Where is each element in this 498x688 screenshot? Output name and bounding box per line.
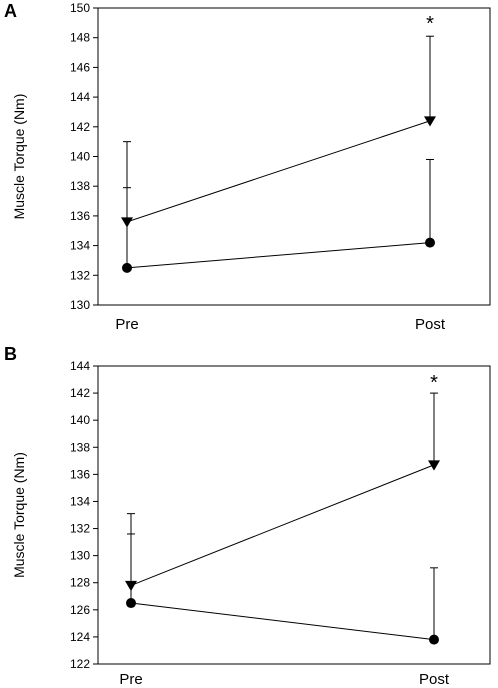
- y-tick-label: 142: [70, 120, 90, 134]
- x-category-label: Pre: [119, 671, 142, 688]
- y-tick-label: 142: [70, 386, 90, 400]
- y-tick-label: 128: [70, 576, 90, 590]
- y-tick-label: 144: [70, 359, 90, 373]
- data-point: [428, 460, 440, 471]
- y-tick-label: 136: [70, 209, 90, 223]
- data-point: [126, 598, 136, 609]
- x-category-label: Post: [419, 671, 450, 688]
- series-line: [130, 602, 435, 641]
- y-tick-label: 140: [70, 413, 90, 427]
- y-tick-label: 130: [70, 298, 90, 312]
- x-category-label: Pre: [115, 316, 138, 333]
- plot-frame: [97, 365, 491, 665]
- significance-marker: *: [426, 13, 434, 35]
- y-tick-label: 124: [70, 630, 90, 644]
- y-tick-label: 144: [70, 90, 90, 104]
- y-axis: 122 124 126 128 130 132 134 136 138 140 142 144: [70, 359, 98, 671]
- y-tick-label: 134: [70, 494, 90, 508]
- y-tick-label: 126: [70, 603, 90, 617]
- panel-b: B 122 124 126 128 130 132 134 136 138 140 142 144 P…: [4, 344, 491, 688]
- series-line: [130, 464, 435, 586]
- y-tick-label: 140: [70, 150, 90, 164]
- y-axis: 130 132 134 136 138 140 142 144 146 148 150: [70, 1, 98, 312]
- data-point: [122, 262, 132, 273]
- series-circle: [122, 158, 435, 273]
- plot-area: [125, 392, 440, 645]
- data-point: [425, 237, 435, 248]
- x-axis: Pre Post: [115, 316, 446, 333]
- y-tick-label: 132: [70, 522, 90, 536]
- y-axis-title: Muscle Torque (Nm): [11, 94, 27, 220]
- panel-label: B: [4, 344, 17, 364]
- y-tick-label: 130: [70, 549, 90, 563]
- series-circle: [126, 513, 439, 645]
- plot-frame: [97, 7, 491, 306]
- data-point: [429, 634, 439, 645]
- series-line: [126, 242, 431, 269]
- significance-marker: *: [430, 372, 438, 394]
- y-tick-label: 122: [70, 657, 90, 671]
- series-triangle-down: [125, 392, 440, 592]
- plot-area: [121, 35, 436, 273]
- series-line: [126, 120, 431, 223]
- panel-label: A: [4, 1, 17, 21]
- x-axis: Pre Post: [119, 671, 450, 688]
- series-triangle-down: [121, 35, 436, 228]
- x-category-label: Post: [415, 316, 446, 333]
- y-tick-label: 136: [70, 467, 90, 481]
- y-tick-label: 148: [70, 31, 90, 45]
- y-axis-title: Muscle Torque (Nm): [11, 452, 27, 578]
- y-tick-label: 132: [70, 268, 90, 282]
- y-tick-label: 134: [70, 239, 90, 253]
- y-tick-label: 138: [70, 440, 90, 454]
- y-tick-label: 146: [70, 60, 90, 74]
- y-tick-label: 138: [70, 179, 90, 193]
- data-point: [424, 116, 436, 127]
- y-tick-label: 150: [70, 1, 90, 15]
